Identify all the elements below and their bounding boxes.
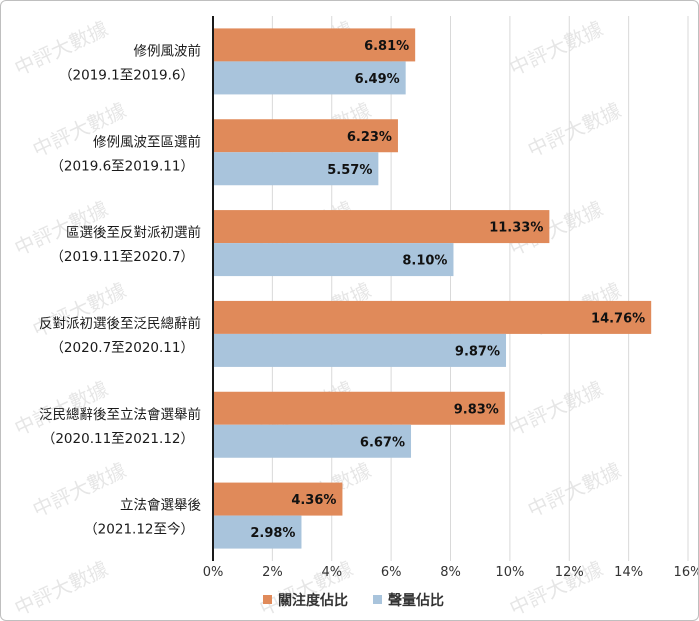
category-label: （2019.1至2019.6） xyxy=(59,67,194,83)
data-label: 9.87% xyxy=(455,344,500,359)
category-label: 泛民總辭後至立法會選舉前 xyxy=(39,406,201,423)
watermark-text: 中評大數據 xyxy=(29,98,130,162)
data-label: 5.57% xyxy=(327,163,372,178)
data-label: 14.76% xyxy=(591,311,645,326)
data-label: 4.36% xyxy=(291,493,336,508)
category-label: 反對派初選後至泛民總辭前 xyxy=(39,315,201,332)
data-label: 6.49% xyxy=(355,72,400,87)
x-tick-label: 12% xyxy=(555,565,584,580)
category-label: （2021.12至今） xyxy=(84,522,194,538)
data-label: 8.10% xyxy=(402,254,447,269)
x-tick-label: 6% xyxy=(381,565,402,580)
bar xyxy=(213,243,454,277)
data-label: 11.33% xyxy=(489,221,543,236)
watermark-text: 中評大數據 xyxy=(524,98,625,162)
bar xyxy=(213,152,379,186)
watermark-text: 中評大數據 xyxy=(11,556,112,620)
category-label: 立法會選舉後 xyxy=(120,498,201,514)
data-labels: 6.81% 6.49% 6.23% 5.57% 11.33% 8.10% 14.76% 9.8… xyxy=(250,39,645,541)
bar xyxy=(213,333,507,367)
legend-swatch xyxy=(263,595,272,604)
bar xyxy=(213,61,406,95)
legend-label: 聲量佔比 xyxy=(388,592,444,609)
data-label: 6.23% xyxy=(347,130,392,145)
category-label: （2020.11至2021.12） xyxy=(42,431,194,447)
watermark-text: 中評大數據 xyxy=(29,278,130,342)
category-label: 修例風波至區選前 xyxy=(93,133,201,150)
category-label: （2020.7至2020.11） xyxy=(50,340,194,356)
bar xyxy=(213,424,412,458)
legend-label: 關注度佔比 xyxy=(278,592,348,609)
x-tick-label: 8% xyxy=(440,565,461,580)
watermark-text: 中評大數據 xyxy=(506,16,607,80)
category-label: 區選後至反對派初選前 xyxy=(66,224,201,241)
bar xyxy=(213,28,416,62)
category-label: （2019.6至2019.11） xyxy=(50,158,194,174)
x-tick-labels: 0% 2% 4% 6% 8% 10% 12% 14% 16% xyxy=(203,565,698,580)
category-label: （2019.11至2020.7） xyxy=(50,249,194,265)
bar xyxy=(213,515,302,549)
bars xyxy=(213,28,652,549)
x-tick-label: 14% xyxy=(614,565,643,580)
legend: 關注度佔比 聲量佔比 xyxy=(263,592,444,609)
data-label: 6.67% xyxy=(360,435,405,450)
legend-swatch xyxy=(373,595,382,604)
x-tick-label: 16% xyxy=(674,565,698,580)
watermark-text: 中評大數據 xyxy=(29,458,130,522)
x-tick-label: 4% xyxy=(321,565,342,580)
x-tick-label: 10% xyxy=(495,565,524,580)
bar xyxy=(213,210,550,244)
watermark-text: 中評大數據 xyxy=(524,458,625,522)
bar xyxy=(213,300,652,334)
x-tick-label: 2% xyxy=(262,565,283,580)
data-label: 6.81% xyxy=(364,39,409,54)
category-labels: 修例風波前 （2019.1至2019.6） 修例風波至區選前 （2019.6至2019… xyxy=(39,42,201,537)
bar xyxy=(213,482,343,516)
bar xyxy=(213,119,398,153)
data-label: 9.83% xyxy=(454,402,499,417)
watermark-text: 中評大數據 xyxy=(506,376,607,440)
bar xyxy=(213,391,505,425)
x-tick-label: 0% xyxy=(203,565,224,580)
gridlines xyxy=(271,16,689,561)
category-label: 修例風波前 xyxy=(134,42,202,59)
data-label: 2.98% xyxy=(250,526,295,541)
